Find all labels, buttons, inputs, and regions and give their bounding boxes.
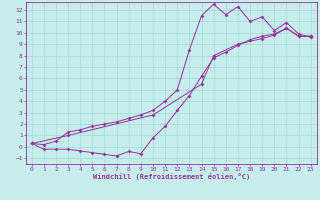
X-axis label: Windchill (Refroidissement éolien,°C): Windchill (Refroidissement éolien,°C) bbox=[92, 173, 250, 180]
